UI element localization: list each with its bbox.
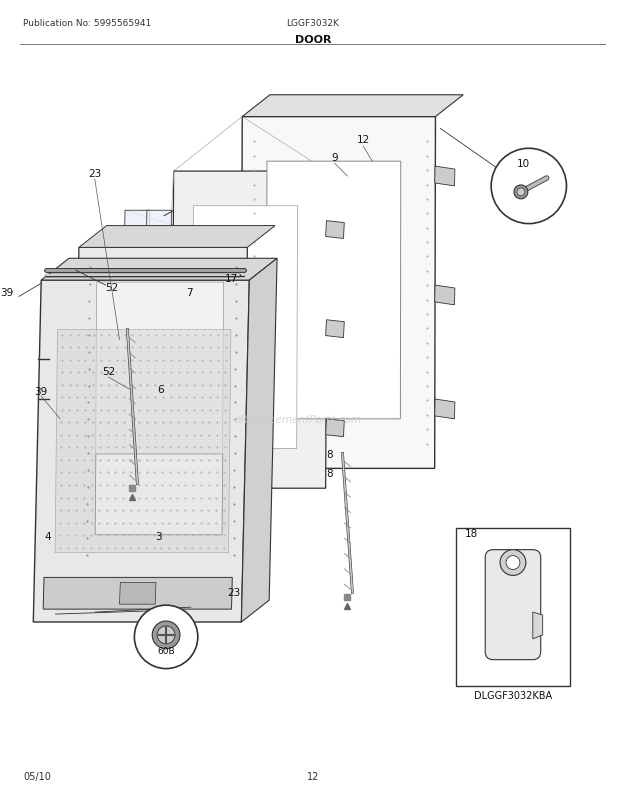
- Text: 18: 18: [464, 529, 477, 538]
- Text: 05/10: 05/10: [24, 771, 51, 780]
- Text: 8: 8: [326, 449, 333, 459]
- Text: 17: 17: [225, 273, 238, 284]
- Polygon shape: [435, 167, 455, 187]
- Polygon shape: [41, 259, 277, 281]
- Polygon shape: [43, 577, 232, 610]
- Polygon shape: [55, 330, 231, 553]
- Text: 52: 52: [102, 367, 115, 377]
- Text: 52: 52: [105, 282, 119, 293]
- Text: 39: 39: [35, 387, 48, 397]
- Text: 4: 4: [45, 531, 51, 541]
- Text: LGGF3032K: LGGF3032K: [286, 19, 339, 28]
- Circle shape: [135, 606, 198, 669]
- Text: 12: 12: [306, 771, 319, 780]
- Bar: [456, 529, 570, 687]
- Circle shape: [153, 622, 180, 649]
- Circle shape: [514, 186, 528, 200]
- Text: 39: 39: [0, 288, 14, 298]
- Polygon shape: [138, 211, 172, 518]
- Polygon shape: [116, 211, 150, 518]
- Polygon shape: [242, 95, 463, 117]
- Text: DOOR: DOOR: [294, 35, 331, 45]
- Polygon shape: [95, 455, 223, 535]
- Polygon shape: [33, 281, 249, 622]
- Circle shape: [517, 188, 525, 196]
- FancyBboxPatch shape: [485, 550, 541, 660]
- Text: 60B: 60B: [157, 646, 175, 655]
- Polygon shape: [79, 226, 275, 248]
- Polygon shape: [326, 419, 344, 437]
- Polygon shape: [326, 320, 344, 338]
- Circle shape: [500, 550, 526, 576]
- Polygon shape: [241, 117, 435, 469]
- Polygon shape: [193, 206, 298, 449]
- Circle shape: [491, 149, 567, 225]
- Text: 10: 10: [517, 159, 531, 169]
- Text: 3: 3: [155, 531, 161, 541]
- Text: 7: 7: [187, 288, 193, 298]
- Text: 23: 23: [88, 169, 101, 179]
- Polygon shape: [267, 162, 401, 419]
- Text: eReplacementParts.com: eReplacementParts.com: [234, 415, 361, 424]
- Polygon shape: [75, 248, 247, 575]
- Text: 6: 6: [157, 385, 164, 395]
- Polygon shape: [120, 582, 156, 605]
- Polygon shape: [326, 221, 344, 239]
- Text: 23: 23: [227, 588, 240, 597]
- Text: 9: 9: [331, 153, 338, 163]
- Polygon shape: [95, 283, 224, 535]
- Text: 12: 12: [356, 136, 370, 145]
- Circle shape: [157, 626, 175, 644]
- Polygon shape: [172, 172, 327, 488]
- Text: Publication No: 5995565941: Publication No: 5995565941: [24, 19, 152, 28]
- Polygon shape: [435, 399, 455, 419]
- Text: 8: 8: [326, 468, 333, 479]
- Polygon shape: [533, 613, 542, 639]
- Polygon shape: [241, 259, 277, 622]
- Text: DLGGF3032KBA: DLGGF3032KBA: [474, 691, 552, 700]
- Polygon shape: [435, 286, 455, 306]
- Circle shape: [506, 556, 520, 569]
